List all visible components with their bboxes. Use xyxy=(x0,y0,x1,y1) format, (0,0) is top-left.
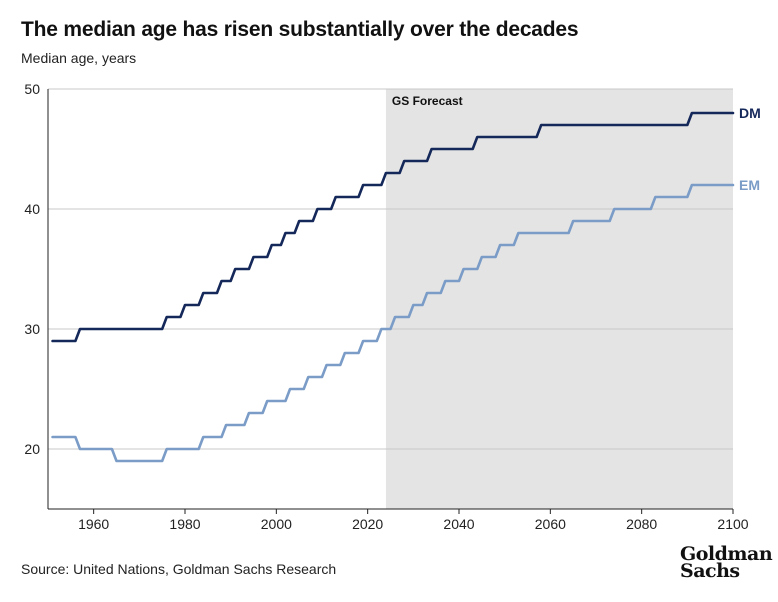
series-label-em: EM xyxy=(739,177,760,193)
x-tick-label: 1960 xyxy=(78,516,109,532)
x-tick-label: 1980 xyxy=(169,516,200,532)
goldman-sachs-logo: Goldman Sachs xyxy=(680,543,773,582)
forecast-label: GS Forecast xyxy=(392,94,463,108)
chart-subtitle: Median age, years xyxy=(21,50,137,66)
logo-line-2: Sachs xyxy=(680,560,740,582)
series-label-dm: DM xyxy=(739,105,761,121)
chart-title: The median age has risen substantially o… xyxy=(21,18,579,41)
x-tick-label: 2040 xyxy=(443,516,474,532)
source-note: Source: United Nations, Goldman Sachs Re… xyxy=(21,561,337,577)
series-line-dm xyxy=(51,111,735,343)
x-tick-label: 2080 xyxy=(626,516,657,532)
x-tick-label: 2000 xyxy=(261,516,292,532)
logo-line-1: Goldman xyxy=(680,543,773,565)
y-tick-label: 50 xyxy=(24,81,40,97)
y-tick-label: 30 xyxy=(24,321,40,337)
x-tick-label: 2060 xyxy=(535,516,566,532)
x-tick-label: 2100 xyxy=(717,516,748,532)
y-tick-label: 20 xyxy=(24,441,40,457)
x-tick-label: 2020 xyxy=(352,516,383,532)
forecast-region xyxy=(385,89,733,509)
y-tick-label: 40 xyxy=(24,201,40,217)
series-line-em xyxy=(51,183,735,463)
